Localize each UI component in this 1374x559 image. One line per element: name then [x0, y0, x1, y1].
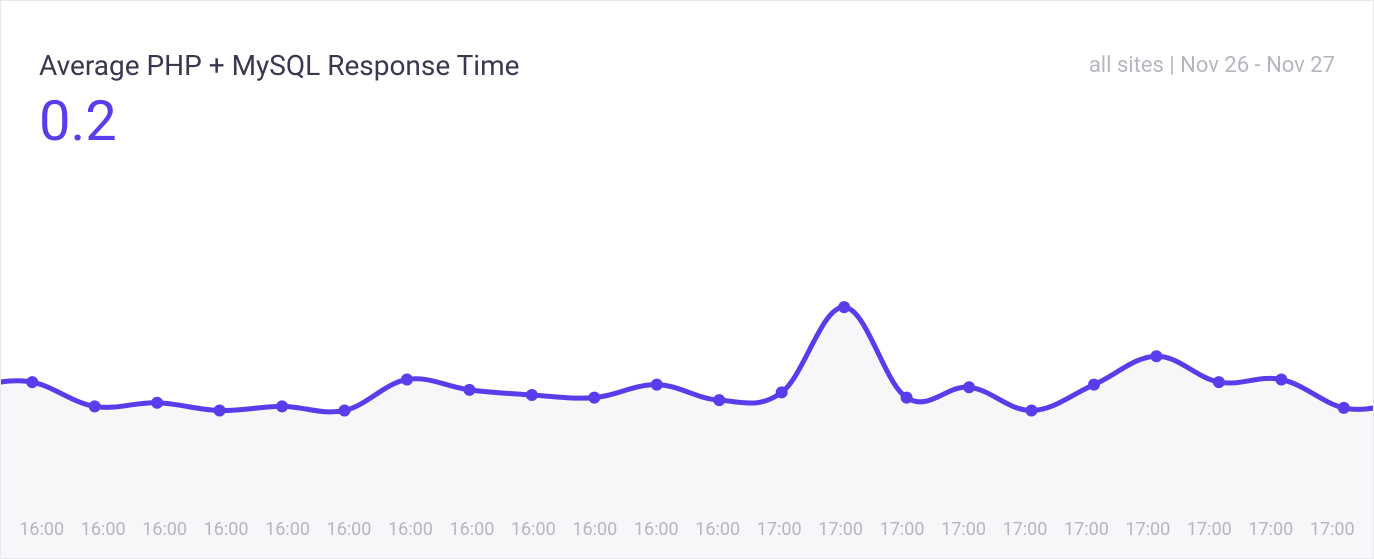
chart-marker — [713, 394, 725, 406]
x-axis-label: 16:00 — [564, 519, 625, 540]
x-axis-label: 16:00 — [626, 519, 687, 540]
x-axis-label: 17:00 — [933, 519, 994, 540]
chart-marker — [1150, 350, 1162, 362]
chart-marker — [401, 374, 413, 386]
chart-subtitle: all sites | Nov 26 - Nov 27 — [1089, 53, 1335, 78]
chart-marker — [339, 405, 351, 417]
x-axis-label: 16:00 — [195, 519, 256, 540]
chart-marker — [1338, 402, 1350, 414]
x-axis-label: 17:00 — [1179, 519, 1240, 540]
x-axis-label: 16:00 — [687, 519, 748, 540]
x-axis-label: 16:00 — [134, 519, 195, 540]
x-axis-label: 17:00 — [748, 519, 809, 540]
chart-marker — [26, 376, 38, 388]
chart-marker — [214, 405, 226, 417]
chart-marker — [776, 386, 788, 398]
x-axis-label: 16:00 — [380, 519, 441, 540]
x-axis-label: 17:00 — [1117, 519, 1178, 540]
x-axis-label: 16:00 — [11, 519, 72, 540]
x-axis-label: 16:00 — [72, 519, 133, 540]
metric-card: Average PHP + MySQL Response Time all si… — [0, 0, 1374, 559]
x-axis-label: 17:00 — [1240, 519, 1301, 540]
x-axis-label: 16:00 — [503, 519, 564, 540]
chart-marker — [89, 400, 101, 412]
x-axis-label: 16:00 — [441, 519, 502, 540]
x-axis-label: 17:00 — [994, 519, 1055, 540]
x-axis-label: 17:00 — [1056, 519, 1117, 540]
x-axis-label: 17:00 — [871, 519, 932, 540]
chart-marker — [963, 381, 975, 393]
line-chart: 16:0016:0016:0016:0016:0016:0016:0016:00… — [1, 178, 1373, 558]
x-axis-label: 16:00 — [257, 519, 318, 540]
chart-marker — [1026, 405, 1038, 417]
chart-marker — [838, 301, 850, 313]
x-axis-label: 17:00 — [810, 519, 871, 540]
chart-marker — [1213, 376, 1225, 388]
chart-title: Average PHP + MySQL Response Time — [39, 49, 520, 82]
chart-marker — [651, 379, 663, 391]
x-axis-label: 17:00 — [1302, 519, 1363, 540]
chart-marker — [151, 397, 163, 409]
chart-marker — [1088, 379, 1100, 391]
metric-value: 0.2 — [39, 93, 117, 149]
chart-marker — [526, 389, 538, 401]
x-axis-label: 16:00 — [318, 519, 379, 540]
chart-marker — [901, 392, 913, 404]
chart-marker — [588, 392, 600, 404]
x-axis-labels: 16:0016:0016:0016:0016:0016:0016:0016:00… — [1, 519, 1373, 540]
chart-marker — [1275, 374, 1287, 386]
chart-marker — [276, 400, 288, 412]
header-row: Average PHP + MySQL Response Time all si… — [39, 49, 1335, 82]
chart-marker — [463, 384, 475, 396]
chart-svg — [1, 178, 1374, 558]
